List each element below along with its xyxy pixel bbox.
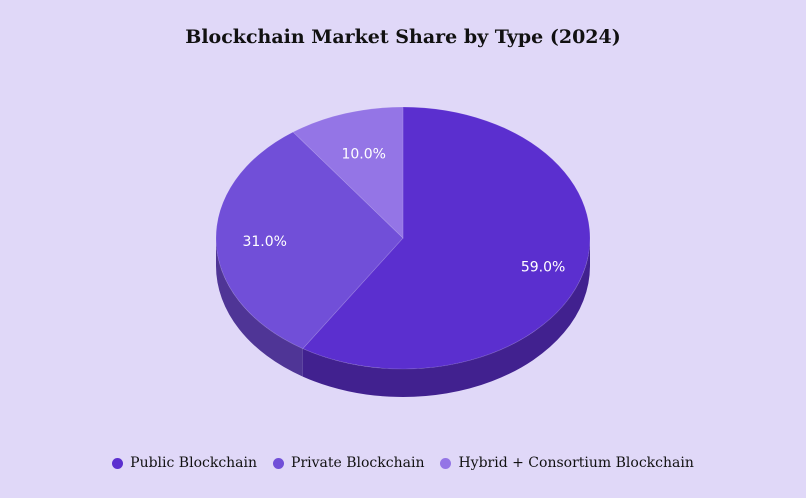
legend-label: Public Blockchain [130,455,258,471]
legend-label: Hybrid + Consortium Blockchain [458,455,694,471]
pie-side-private [216,238,303,377]
data-label-hybrid: 10.0% [341,146,385,162]
legend-item-public[interactable]: Public Blockchain [112,455,257,471]
pie-slice-public[interactable] [302,106,591,370]
chart-title: Blockchain Market Share by Type (2024) [185,26,621,48]
pie-side-public [302,238,590,398]
legend-item-hybrid[interactable]: Hybrid + Consortium Blockchain [440,455,694,471]
legend-dot-private [273,457,285,469]
legend-dot-hybrid [440,457,452,469]
legend-item-private[interactable]: Private Blockchain [273,455,424,471]
legend: Public Blockchain Private Blockchain Hyb… [0,455,806,471]
data-label-private: 31.0% [242,234,286,250]
pie-slice-hybrid[interactable] [292,106,404,239]
legend-label: Private Blockchain [291,455,425,471]
pie-slice-private[interactable] [215,131,404,350]
legend-dot-public [112,457,124,469]
data-label-public: 59.0% [521,260,565,276]
